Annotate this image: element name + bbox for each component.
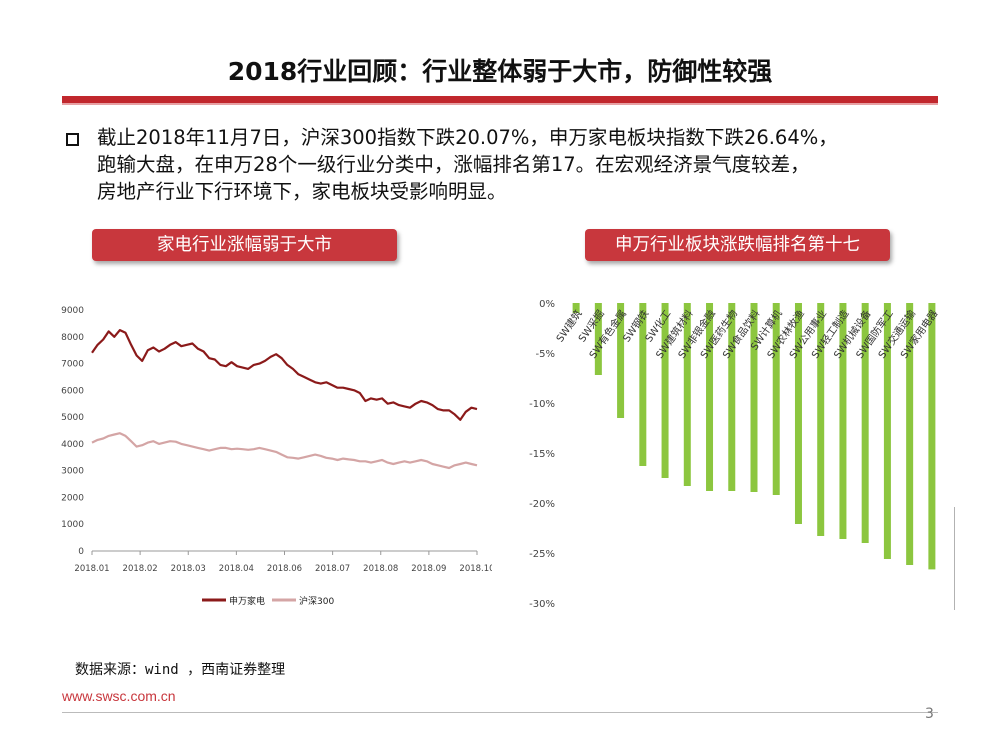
title-underline-bar: [62, 96, 938, 103]
bar-SW非银金融: [706, 303, 714, 491]
series-line-home-appliance: [91, 328, 478, 421]
x-tick-label: 2018.09: [411, 564, 446, 574]
x-tick-label: 2018.02: [123, 564, 158, 574]
bar-SW家用电器: [928, 303, 936, 570]
page-number: 3: [925, 706, 934, 722]
y-tick-label: -15%: [529, 449, 555, 460]
y-tick-label: 0: [78, 547, 84, 557]
bar-chart-panel: 0% -5% -10% -15% -20% -25% -30% SW建筑 SW采掘 SW有色金属 S…: [515, 285, 956, 615]
y-tick-label: -30%: [529, 599, 555, 610]
x-tick-label: 2018.03: [171, 564, 206, 574]
bar-SW农林牧渔: [794, 303, 802, 524]
series-line-hs300: [91, 432, 478, 470]
summary-line-1: 截止2018年11月7日，沪深300指数下跌20.07%，申万家电板块指数下跌2…: [97, 126, 838, 149]
y-tick-label: 4000: [61, 440, 84, 450]
y-tick-label: 8000: [61, 333, 84, 343]
summary-line-3: 房地产行业下行环境下，家电板块受影响明显。: [97, 180, 507, 203]
data-source-note: 数据来源：wind ，西南证券整理: [75, 662, 286, 678]
y-tick-label: -5%: [536, 349, 555, 360]
y-tick-label: 1000: [61, 520, 84, 530]
bar-SW钢铁: [639, 303, 647, 466]
y-tick-label: -10%: [529, 399, 555, 410]
y-tick-label: 6000: [61, 386, 84, 396]
line-chart-panel: 0 1000 2000 3000 4000 5000 6000 7000 8000 9000 201…: [52, 285, 495, 645]
bar-SW计算机: [772, 303, 780, 495]
bar-SW化工: [661, 303, 669, 478]
bar-SW采掘: [594, 303, 602, 375]
summary-paragraph: 截止2018年11月7日，沪深300指数下跌20.07%，申万家电板块指数下跌2…: [97, 124, 937, 205]
x-tick-label: 2018.06: [267, 564, 302, 574]
x-tick-label: 2018.07: [315, 564, 350, 574]
bullet-square-icon: [66, 133, 79, 146]
y-tick-label: 3000: [61, 467, 84, 477]
x-tick-label: 2018.04: [219, 564, 254, 574]
x-tick-label: 2018.10: [459, 564, 492, 574]
slide-title: 2018行业回顾：行业整体弱于大市，防御性较强: [227, 57, 773, 86]
bar-SW食品饮料: [750, 303, 758, 492]
legend-label: 沪深300: [299, 595, 334, 607]
y-tick-label: -25%: [529, 549, 555, 560]
bar-SW交通运输: [906, 303, 914, 565]
bar-SW建筑材料: [683, 303, 691, 486]
title-underline-shadow: [62, 103, 938, 105]
bar-SW有色金属: [617, 303, 625, 418]
summary-line-2: 跑输大盘，在申万28个一级行业分类中，涨幅排名第17。在宏观经济景气度较差，: [97, 153, 810, 176]
y-tick-label: 7000: [61, 360, 84, 370]
y-tick-label: 2000: [61, 493, 84, 503]
y-tick-label: 5000: [61, 413, 84, 423]
y-tick-label: -20%: [529, 499, 555, 510]
bar-SW国防军工: [883, 303, 891, 559]
line-chart: 0 1000 2000 3000 4000 5000 6000 7000 8000 9000 201…: [61, 306, 494, 607]
y-tick-label: 0%: [539, 299, 555, 310]
legend-label: 申万家电: [229, 595, 265, 607]
y-tick-label: 9000: [61, 306, 84, 316]
bar-SW公用事业: [817, 303, 825, 536]
bar-SW建筑: [572, 303, 580, 313]
right-chart-header: 申万行业板块涨跌幅排名第十七: [585, 229, 890, 261]
x-tick-label: 2018.08: [363, 564, 398, 574]
bar-SW医药生物: [728, 303, 736, 491]
bar-SW轻工制造: [839, 303, 847, 539]
x-tick-label: 2018.01: [74, 564, 109, 574]
left-chart-header: 家电行业涨幅弱于大市: [92, 229, 397, 261]
bar-SW机械设备: [861, 303, 869, 543]
bar-chart: 0%-5%-10%-15%-20%-25%-30%SW建筑SW采掘SW有色金属S…: [529, 299, 956, 610]
footer-divider: [62, 712, 938, 713]
footer-url-link[interactable]: www.swsc.com.cn: [62, 688, 176, 704]
